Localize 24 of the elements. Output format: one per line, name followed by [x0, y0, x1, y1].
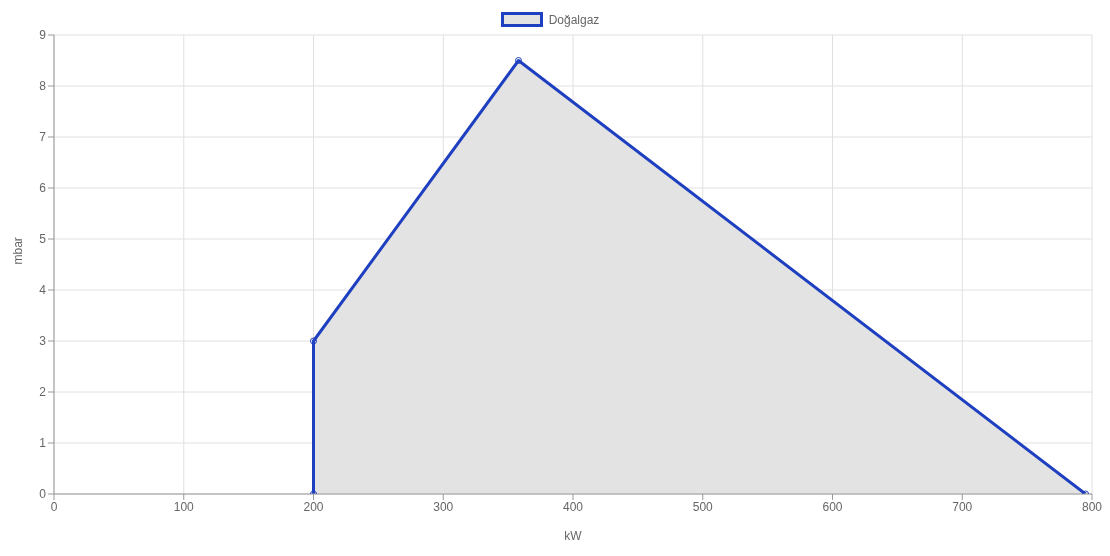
- x-tick-label: 100: [173, 499, 195, 514]
- x-axis-title: kW: [564, 529, 583, 543]
- x-tick-label: 600: [822, 499, 843, 514]
- x-tick-label: 500: [692, 499, 714, 514]
- x-tick-label: 800: [1081, 499, 1103, 514]
- legend-label: Doğalgaz: [548, 12, 600, 27]
- x-tick-label: 200: [303, 499, 324, 514]
- x-tick-label: 700: [952, 499, 973, 514]
- y-tick-label: 6: [39, 181, 47, 196]
- y-tick-label: 5: [39, 232, 47, 247]
- y-tick-label: 1: [39, 436, 47, 451]
- y-tick-label: 4: [39, 283, 47, 298]
- x-tick-label: 400: [562, 499, 584, 514]
- y-tick-label: 2: [39, 385, 47, 400]
- y-tick-label: 3: [39, 334, 47, 349]
- point: [310, 337, 317, 345]
- point: [515, 57, 523, 64]
- y-tick-label: 0: [39, 487, 47, 502]
- y-axis-title: mbar: [11, 237, 26, 265]
- x-tick-label: 0: [50, 499, 58, 514]
- y-tick-label: 9: [39, 28, 47, 43]
- y-tick-label: 8: [39, 79, 47, 94]
- y-tick-label: 7: [39, 130, 47, 145]
- x-tick-label: 300: [433, 499, 454, 514]
